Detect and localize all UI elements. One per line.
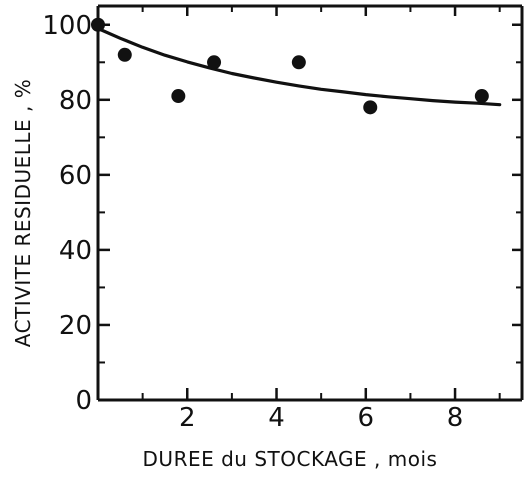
y-tick-label: 60 bbox=[59, 161, 92, 191]
data-point bbox=[291, 55, 306, 70]
y-tick-label: 20 bbox=[59, 311, 92, 341]
trend-curve bbox=[96, 26, 502, 107]
axis-ticks bbox=[98, 6, 522, 402]
y-tick-label: 0 bbox=[75, 386, 92, 416]
y-axis-title: ACTIVITE RESIDUELLE , % bbox=[11, 79, 35, 348]
y-tick-label: 40 bbox=[59, 236, 92, 266]
x-tick-label: 6 bbox=[358, 403, 375, 433]
tick-labels: 0 20 40 60 80 100 2 4 6 8 bbox=[42, 11, 463, 433]
data-point bbox=[207, 55, 222, 70]
data-point bbox=[91, 17, 105, 32]
x-axis-title: DUREE du STOCKAGE , mois bbox=[143, 447, 438, 471]
data-point bbox=[171, 89, 186, 104]
data-point bbox=[117, 47, 132, 62]
x-tick-label: 8 bbox=[447, 403, 464, 433]
data-point bbox=[474, 89, 489, 104]
y-tick-label: 80 bbox=[59, 86, 92, 116]
axes bbox=[96, 4, 524, 402]
data-points bbox=[91, 17, 489, 115]
fitted-curve bbox=[96, 26, 502, 107]
data-point bbox=[363, 100, 378, 115]
x-tick-label: 4 bbox=[268, 403, 285, 433]
y-tick-label: 100 bbox=[42, 11, 92, 41]
x-tick-label: 2 bbox=[179, 403, 196, 433]
